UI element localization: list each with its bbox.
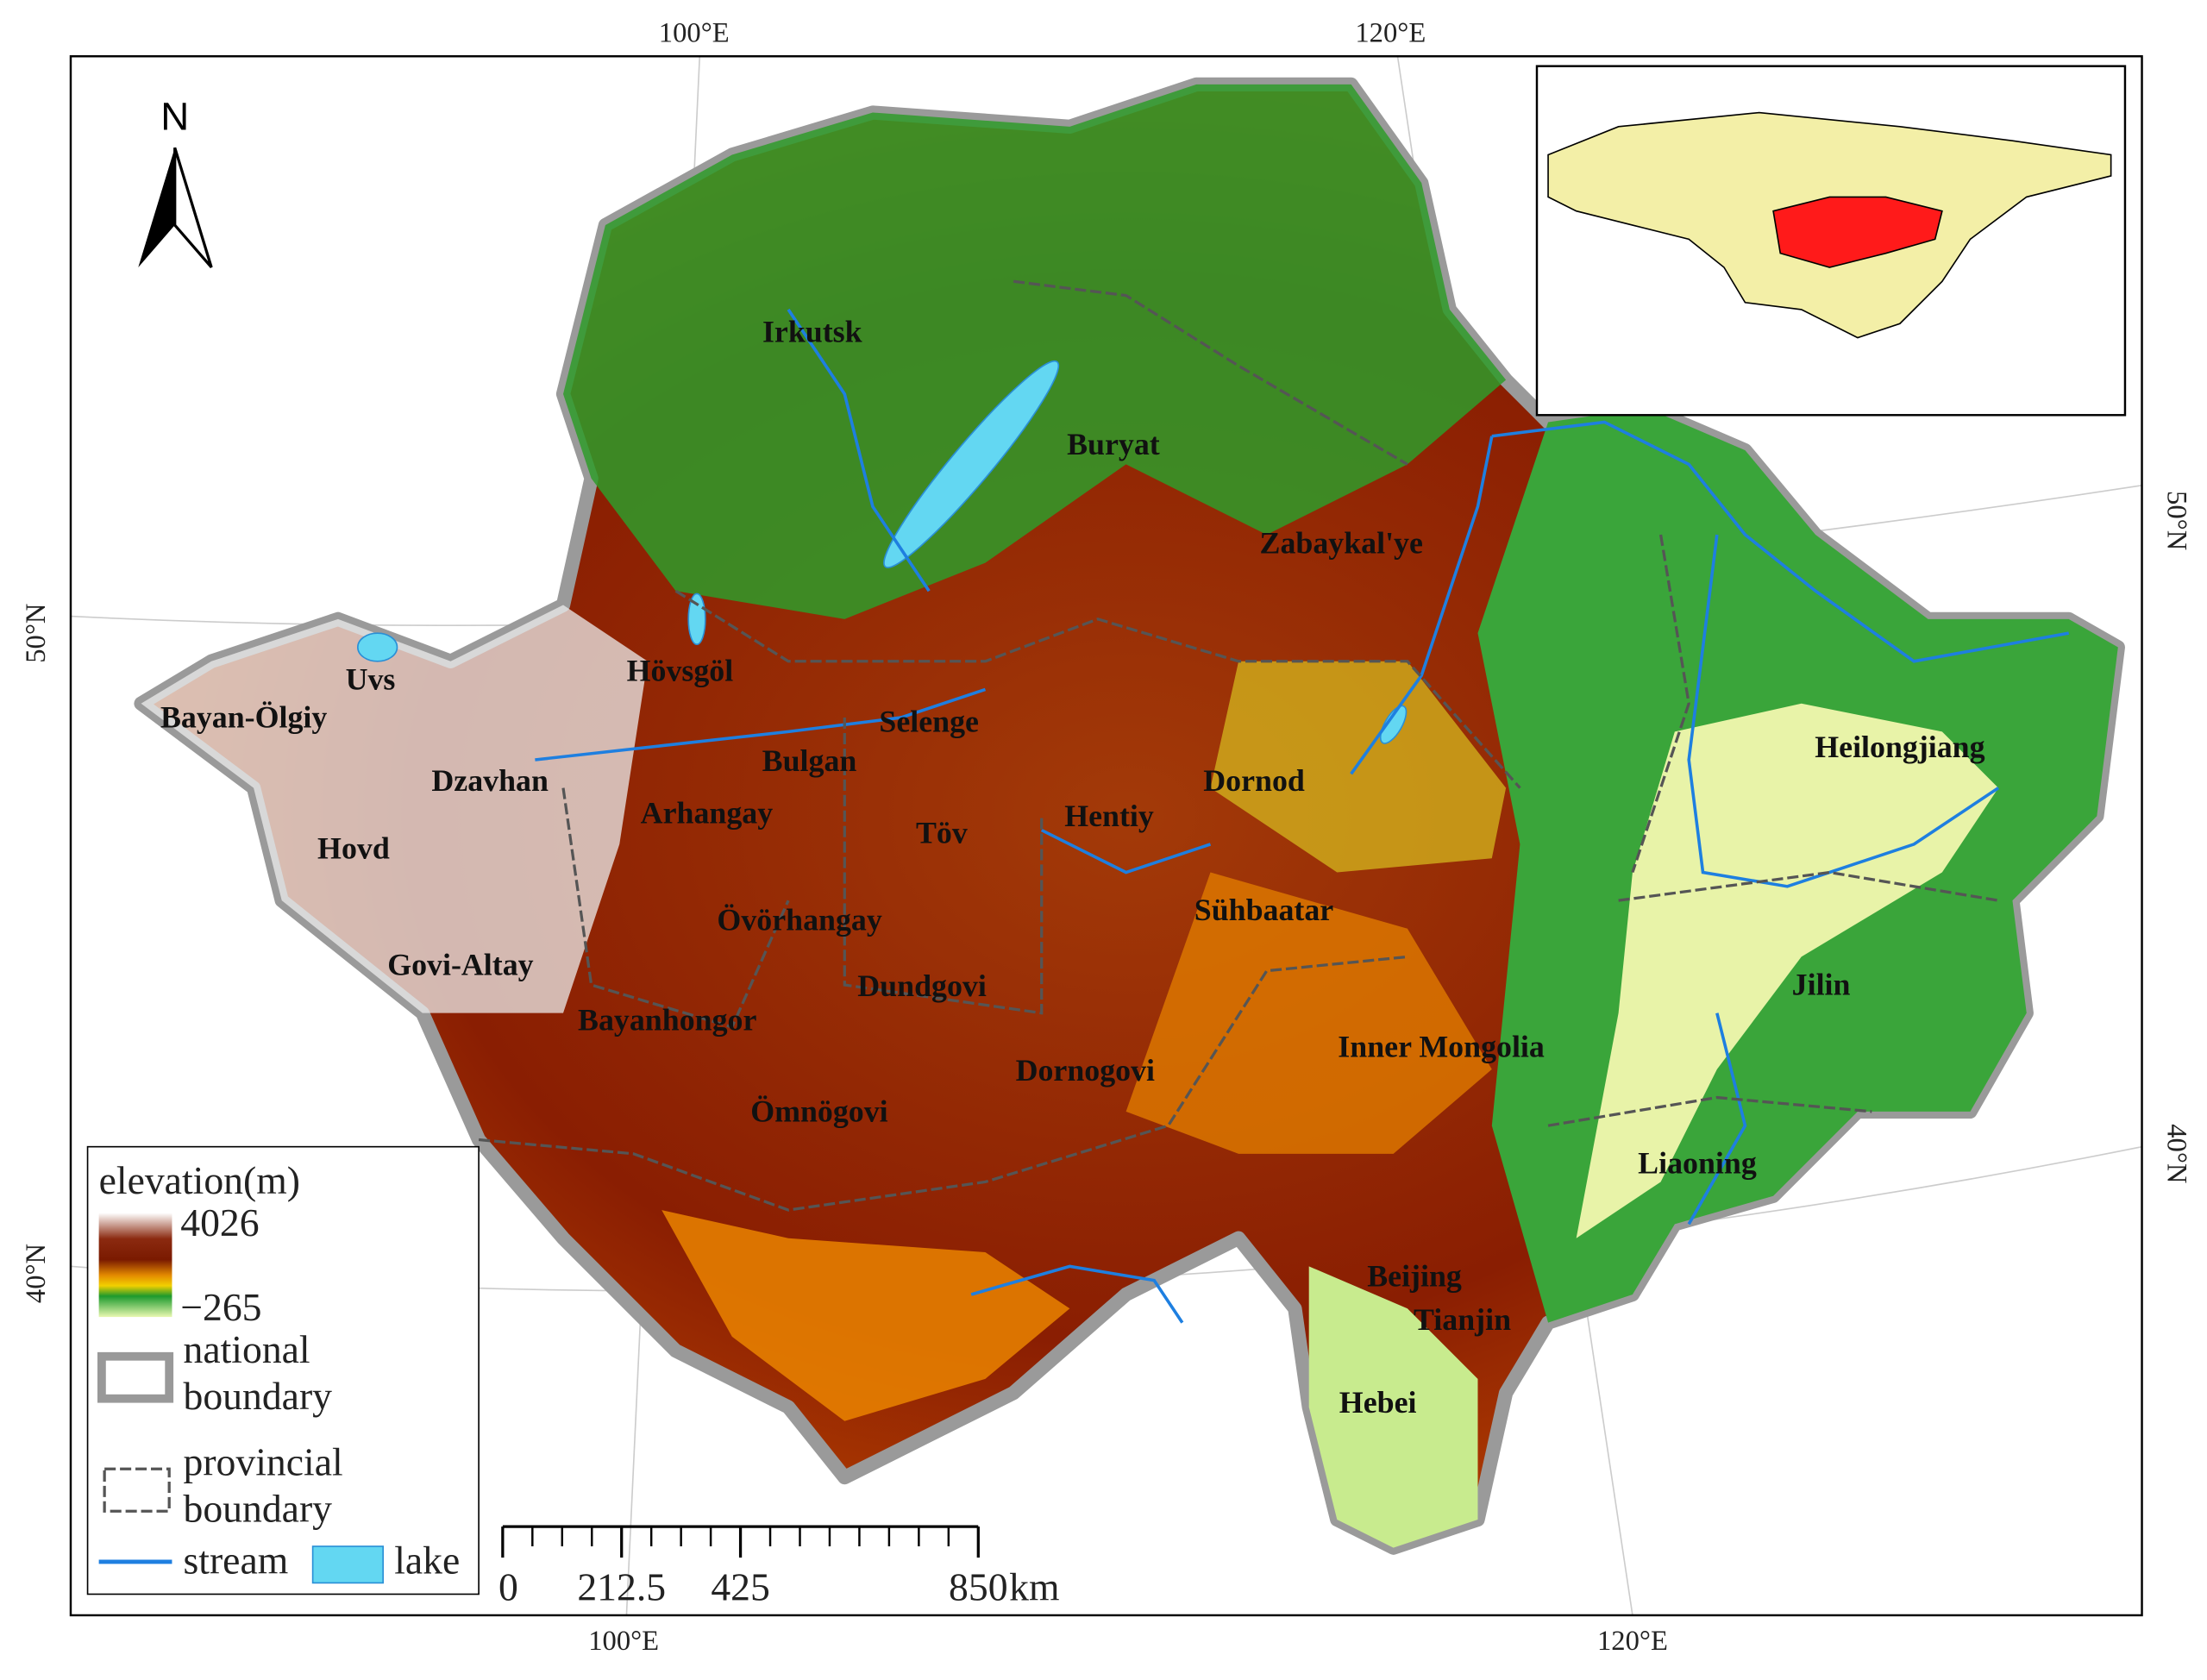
dornod-plain	[1210, 661, 1507, 873]
western-highlands	[141, 605, 648, 1013]
graticule-label: 100°E	[659, 17, 730, 48]
provincial-boundary	[1631, 534, 1690, 874]
graticule-labels: 100°E 120°E 100°E 120°E 50°N 40°N 50°N 40°N	[21, 17, 2192, 1657]
elevation-ramp	[98, 1213, 172, 1318]
scale-label: 212.5	[577, 1565, 666, 1609]
gobi-orange	[1125, 872, 1492, 1154]
legend-label: boundary	[184, 1374, 333, 1418]
lake	[883, 360, 1060, 568]
stream	[1687, 1012, 1747, 1226]
north-china-plain	[1308, 1266, 1478, 1548]
legend: elevation(m) 4026 −265 national boundary…	[86, 1145, 480, 1595]
legend-label: provincial	[184, 1439, 343, 1483]
legend-min: −265	[180, 1285, 261, 1329]
lake	[1379, 705, 1408, 744]
region-label: Sühbaatar	[1194, 893, 1334, 927]
scale-label: 425	[711, 1565, 770, 1609]
region-label: Dzavhan	[431, 763, 549, 798]
legend-max: 4026	[180, 1200, 259, 1244]
region-label: Dundgovi	[857, 969, 987, 1003]
graticule-label: 40°N	[2161, 1124, 2192, 1183]
scale-label: 850	[949, 1565, 1008, 1609]
scale-unit: km	[1009, 1565, 1059, 1609]
legend-label: boundary	[184, 1486, 333, 1530]
northern-forest	[563, 84, 1507, 619]
stream	[1040, 828, 1212, 874]
region-label: Selenge	[879, 704, 979, 738]
region-label: Bayan-Ölgiy	[160, 700, 327, 735]
provincial-boundary	[478, 955, 1408, 1212]
region-label: Arhangay	[641, 795, 774, 830]
stream	[1491, 420, 2070, 663]
region-label: Dornogovi	[1016, 1053, 1155, 1088]
legend-label: national	[184, 1327, 310, 1371]
streams	[535, 308, 2070, 1324]
inset-map	[1535, 65, 2127, 417]
provincial-boundary	[1013, 279, 1408, 466]
region-label: Bayanhongor	[578, 1002, 756, 1037]
provincial-boundary	[1547, 1095, 1872, 1127]
region-label: Dornod	[1203, 763, 1305, 798]
provincial-boundary	[843, 718, 1044, 1015]
region-label: Hentiy	[1064, 799, 1154, 833]
graticule-label: 100°E	[588, 1626, 659, 1657]
region-labels: Irkutsk Buryat Zabaykal'ye Hövsgöl Uvs Bayan-…	[160, 315, 1985, 1420]
graticule-label: 50°N	[2161, 491, 2192, 550]
southern-desert	[661, 1210, 1070, 1421]
region-label: Hebei	[1339, 1385, 1417, 1420]
region-label: Zabaykal'ye	[1260, 525, 1423, 560]
region-label: Bulgan	[762, 743, 857, 778]
graticule-label: 120°E	[1597, 1626, 1668, 1657]
region-label: Ömnögovi	[750, 1094, 887, 1128]
study-area	[134, 77, 2125, 1555]
graticule-label: 50°N	[21, 604, 52, 663]
region-label: Liaoning	[1638, 1146, 1757, 1181]
legend-label: stream	[184, 1539, 289, 1583]
stream	[970, 1264, 1184, 1324]
region-label: Övörhangay	[717, 902, 881, 937]
region-label: Hövsgöl	[627, 654, 734, 688]
region-label: Buryat	[1067, 427, 1160, 461]
graticule-label: 120°E	[1355, 17, 1426, 48]
north-label: N	[160, 95, 189, 139]
lake	[687, 592, 706, 646]
northeast-plain	[1576, 703, 1999, 1238]
graticule-label: 40°N	[21, 1244, 52, 1303]
scale-bar: 0 212.5 425 850 km	[498, 1525, 1060, 1609]
region-label: Inner Mongolia	[1338, 1029, 1545, 1063]
provincial-boundary-symbol	[103, 1467, 171, 1513]
arrow-right	[173, 147, 213, 269]
region-label: Tianjin	[1414, 1302, 1511, 1337]
map-frame	[69, 55, 2143, 1617]
region-label: Govi-Altay	[387, 948, 533, 982]
provincial-boundary	[674, 589, 1521, 789]
lake	[356, 632, 398, 662]
provincial-boundary	[1618, 870, 1999, 902]
stream	[1687, 534, 2000, 888]
region-label: Beijing	[1367, 1258, 1462, 1293]
region-label: Irkutsk	[762, 315, 862, 349]
inset-study-area	[1772, 196, 1943, 268]
lakes	[356, 360, 1408, 744]
scale-label: 0	[498, 1565, 518, 1609]
stream	[787, 308, 931, 592]
region-label: Heilongjiang	[1815, 730, 1984, 764]
region-label: Hovd	[317, 831, 390, 865]
provincial-boundary	[561, 787, 790, 1029]
lake-symbol	[311, 1545, 384, 1584]
provincial-boundaries	[478, 279, 1999, 1212]
stream	[1350, 436, 1494, 775]
national-boundary-symbol	[97, 1351, 174, 1403]
region-label: Uvs	[346, 662, 396, 697]
region-label: Jilin	[1792, 968, 1851, 1002]
legend-label: lake	[394, 1539, 460, 1583]
legend-title: elevation(m)	[99, 1158, 300, 1202]
stream	[535, 687, 987, 762]
region-label: Töv	[916, 815, 968, 849]
